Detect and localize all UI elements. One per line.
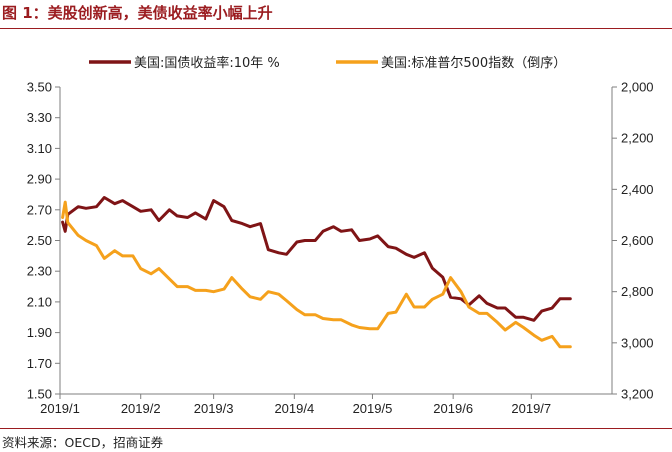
x-axis-ticks: 2019/1 2019/2 2019/3 2019/4 2019/5 2019/6 2019… (40, 394, 551, 416)
legend-label-yield: 美国:国债收益率:10年 % (134, 55, 280, 71)
right-axis-ticks: 2,000 2,200 2,400 2,600 2,800 3,000 3,200 (612, 80, 654, 402)
right-tick-label: 2,600 (621, 233, 654, 248)
left-axis-ticks: 3.50 3.30 3.10 2.90 2.70 2.50 2.30 2.10 1.90 1.70… (27, 80, 60, 402)
left-tick-label: 3.10 (27, 141, 52, 156)
right-tick-label: 2,800 (621, 284, 654, 299)
right-tick-label: 3,000 (621, 335, 654, 350)
title-divider (0, 28, 672, 29)
right-tick-label: 2,000 (621, 80, 654, 95)
x-axis: 2019/1 2019/2 2019/3 2019/4 2019/5 2019/6 2019… (40, 393, 612, 416)
right-tick-label: 2,200 (621, 131, 654, 146)
figure-title: 图 1：美股创新高，美债收益率小幅上升 (2, 4, 273, 22)
source-divider (0, 428, 672, 429)
left-tick-label: 2.90 (27, 172, 52, 187)
legend: 美国:国债收益率:10年 % 美国:标准普尔500指数（倒序） (89, 55, 566, 71)
series-line-yield (61, 196, 572, 322)
left-tick-label: 2.50 (27, 233, 52, 248)
right-tick-label: 3,200 (621, 387, 654, 402)
x-tick-label: 2019/7 (511, 401, 551, 416)
left-tick-label: 2.10 (27, 294, 52, 309)
x-tick-label: 2019/3 (194, 401, 234, 416)
left-tick-label: 1.70 (27, 356, 52, 371)
x-tick-label: 2019/1 (40, 401, 80, 416)
left-axis: 3.50 3.30 3.10 2.90 2.70 2.50 2.30 2.10 1.90 1.70… (27, 80, 61, 402)
x-tick-label: 2019/4 (274, 401, 314, 416)
source-note: 资料来源：OECD，招商证券 (2, 435, 164, 450)
left-tick-label: 3.30 (27, 110, 52, 125)
left-tick-label: 2.30 (27, 264, 52, 279)
x-tick-label: 2019/6 (433, 401, 473, 416)
series-line-spx (61, 200, 572, 349)
left-tick-label: 3.50 (27, 80, 52, 95)
right-axis: 2,000 2,200 2,400 2,600 2,800 3,000 3,200 (611, 80, 654, 402)
dual-axis-line-chart: 美国:国债收益率:10年 % 美国:标准普尔500指数（倒序） 3.50 3.30… (27, 55, 654, 416)
left-tick-label: 1.90 (27, 325, 52, 340)
left-tick-label: 2.70 (27, 202, 52, 217)
x-tick-label: 2019/5 (353, 401, 393, 416)
x-tick-label: 2019/2 (121, 401, 161, 416)
right-tick-label: 2,400 (621, 182, 654, 197)
legend-label-spx: 美国:标准普尔500指数（倒序） (381, 56, 566, 71)
plot-lines (61, 196, 572, 349)
left-tick-label: 1.50 (27, 387, 52, 402)
